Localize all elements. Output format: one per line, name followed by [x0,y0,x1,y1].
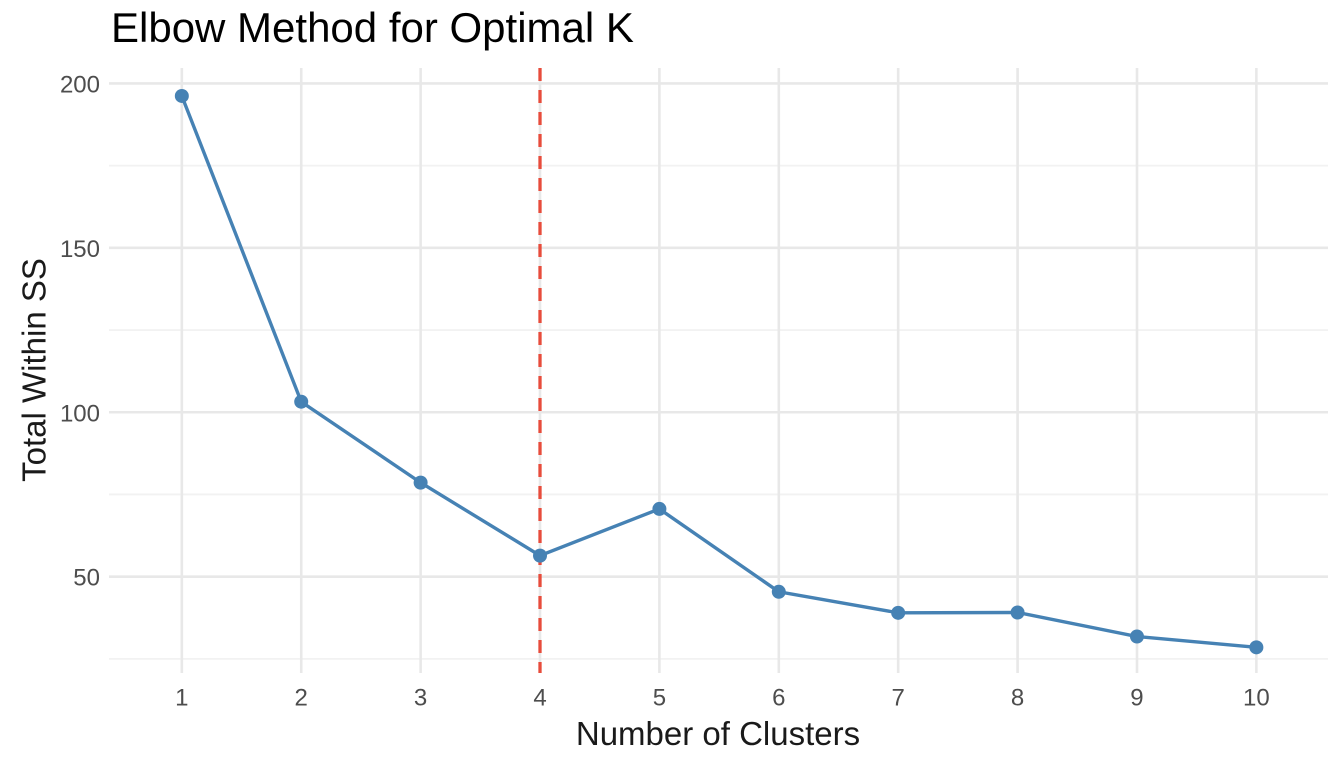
data-point [174,88,189,103]
x-tick-label: 1 [175,685,188,712]
y-tick-label: 100 [60,400,100,427]
x-tick-label: 5 [653,685,666,712]
x-tick-label: 4 [533,685,546,712]
x-axis-title: Number of Clusters [575,715,861,752]
data-point [294,394,309,409]
chart-title: Elbow Method for Optimal K [111,4,634,51]
data-point [413,475,428,490]
y-tick-label: 200 [60,71,100,98]
data-point [891,605,906,620]
y-tick-label: 150 [60,236,100,263]
data-point [652,501,667,516]
x-tick-label: 2 [295,685,308,712]
y-tick-label: 50 [73,565,100,592]
x-tick-label: 9 [1130,685,1143,712]
x-tick-label: 7 [892,685,905,712]
data-point [533,548,548,563]
data-point [1249,640,1264,655]
wss-line [180,94,1259,650]
data-point [771,584,786,599]
x-tick-label: 6 [772,685,785,712]
x-tick-label: 10 [1243,685,1270,712]
data-point [1010,605,1025,620]
data-point [1129,629,1144,644]
x-tick-label: 8 [1011,685,1024,712]
x-tick-label: 3 [414,685,427,712]
